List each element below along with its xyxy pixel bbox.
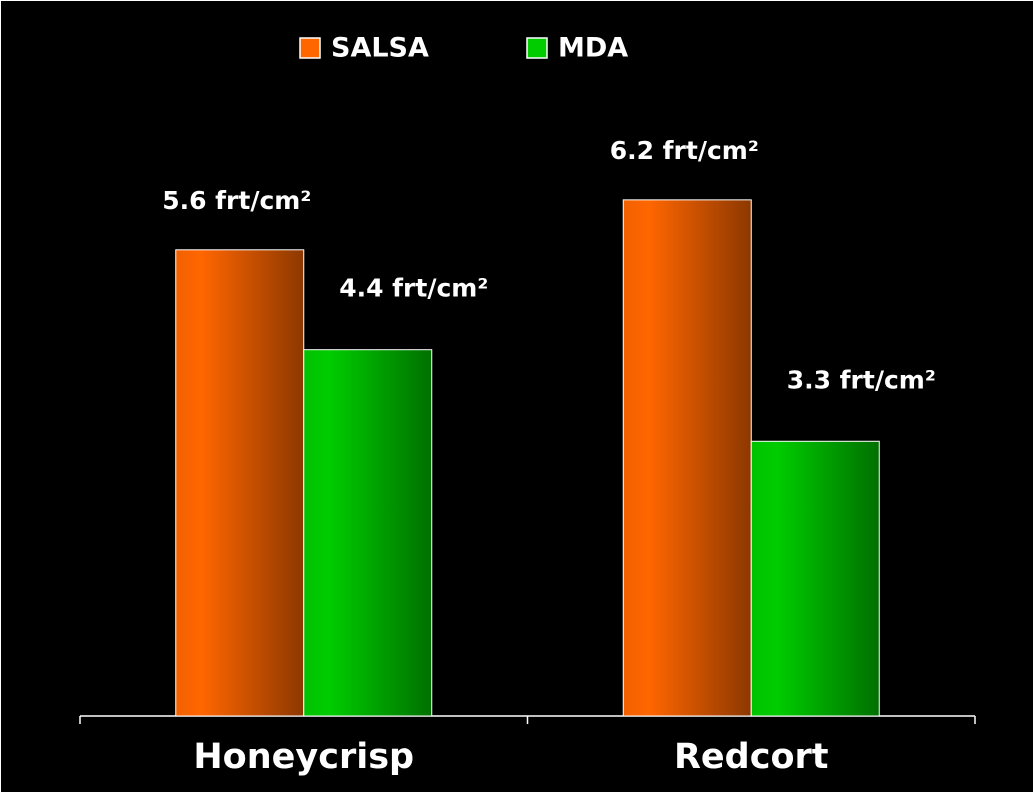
legend-label: MDA (558, 33, 628, 64)
bar (175, 249, 305, 717)
legend-swatch (526, 37, 548, 59)
bar (622, 199, 752, 717)
value-label: 6.2 frt/cm² (610, 136, 759, 165)
value-label: 5.6 frt/cm² (162, 186, 311, 215)
value-label: 4.4 frt/cm² (339, 274, 488, 303)
bar (750, 440, 880, 717)
value-label: 3.3 frt/cm² (787, 365, 936, 394)
bar (303, 349, 433, 717)
category-label: Honeycrisp (193, 737, 414, 777)
category-label: Redcort (674, 737, 829, 777)
legend-swatch (299, 37, 321, 59)
legend-label: SALSA (331, 33, 429, 64)
